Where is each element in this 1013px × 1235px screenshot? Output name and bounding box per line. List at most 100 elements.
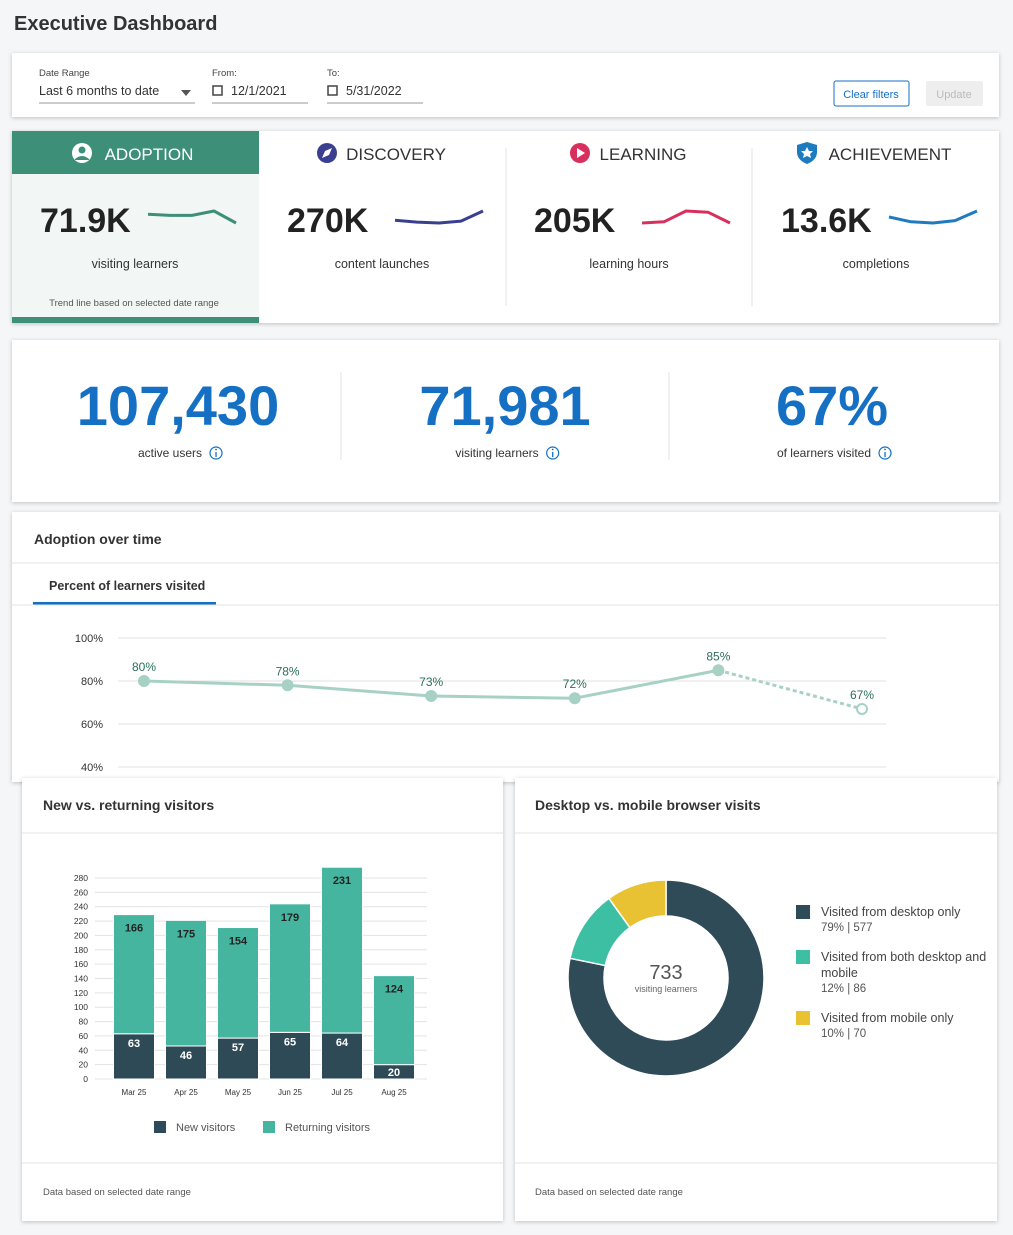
kpi-value: 107,430 (77, 374, 279, 437)
panel-title: Adoption over time (34, 531, 162, 547)
tab-name[interactable]: LEARNING (600, 145, 687, 164)
from-input[interactable]: 12/1/2021 (231, 84, 287, 98)
bar-label: 64 (336, 1037, 349, 1049)
y-tick-label: 100 (74, 1002, 88, 1012)
bar-segment (165, 1045, 207, 1080)
tab-name[interactable]: DISCOVERY (346, 145, 446, 164)
bar-segment (217, 1037, 259, 1080)
update-button-label[interactable]: Update (936, 89, 971, 101)
bar-segment (321, 866, 363, 1034)
y-tick-label: 20 (79, 1060, 89, 1070)
info-circle[interactable] (546, 446, 560, 460)
point (425, 690, 438, 703)
bar-label: 46 (180, 1050, 192, 1062)
bar-segment (269, 903, 311, 1033)
line-segment (431, 694, 575, 700)
bar-label: 124 (385, 984, 404, 996)
bar-label: 179 (281, 912, 299, 924)
to-input[interactable]: 5/31/2022 (346, 84, 402, 98)
donut-slice (607, 879, 667, 929)
line-segment-dashed (718, 668, 863, 711)
bar-label: 231 (333, 875, 351, 887)
tab-contents: ADOPTION 71.9K visiting learners DISCOVERY 2… (40, 145, 978, 271)
tab-note: Trend line based on selected date range (49, 298, 219, 309)
kpi-panel (12, 340, 999, 502)
point (712, 664, 725, 677)
y-tick-label: 180 (74, 945, 88, 955)
to-label: To: (327, 68, 340, 79)
x-tick-label: Aug 25 (381, 1088, 407, 1097)
y-tick-label: 40 (79, 1045, 89, 1055)
legend-item: Visited from mobile only 10% | 70 (821, 1010, 991, 1042)
panel-note: Data based on selected date range (535, 1187, 683, 1198)
tab-value: 13.6K (781, 202, 872, 240)
panel-title: New vs. returning visitors (43, 797, 214, 813)
info-icon[interactable] (209, 446, 223, 460)
achievement-icon (797, 142, 817, 164)
tab-value: 270K (287, 202, 369, 240)
y-tick-label: 200 (74, 930, 88, 940)
tab-caption: content launches (335, 257, 430, 271)
tab-name[interactable]: ACHIEVEMENT (829, 145, 952, 164)
active-tab-bar (12, 317, 259, 323)
bar-segment (217, 927, 259, 1039)
kpi-value: 71,981 (419, 374, 590, 437)
point-label: 73% (419, 675, 443, 689)
y-tick-label: 40% (81, 762, 103, 774)
y-tick-label: 280 (74, 873, 88, 883)
visitors-panel (22, 778, 503, 1221)
y-tick-label: 120 (74, 988, 88, 998)
bar-segment (113, 1033, 155, 1080)
point-label: 72% (563, 677, 587, 691)
info-icon[interactable] (878, 446, 892, 460)
clear-button-label[interactable]: Clear filters (843, 89, 899, 101)
legend-text: Visited from mobile only 10% | 70 (821, 1010, 991, 1042)
calendar-icon[interactable] (212, 85, 223, 96)
info-circle[interactable] (878, 446, 892, 460)
tab-name[interactable]: ADOPTION (105, 145, 194, 164)
calendar-icon[interactable] (327, 85, 338, 96)
legend-label: Visited from both desktop and mobile (821, 950, 987, 980)
tab-value: 71.9K (40, 202, 131, 240)
legend-swatch (796, 950, 810, 964)
bar-segment (373, 975, 415, 1066)
legend-swatch (796, 905, 810, 919)
legend-item: Visited from both desktop and mobile 12% … (821, 950, 987, 995)
point-label: 67% (850, 688, 874, 702)
y-tick-label: 80% (81, 676, 103, 688)
info-dot[interactable] (215, 448, 217, 451)
bar-label: 57 (232, 1042, 244, 1054)
bar-chart: 0 20 40 60 80 100 120 140 160 180 200 220 240 260 280 M… (74, 866, 427, 1134)
active-tab-header[interactable] (12, 131, 259, 174)
kpi-value: 67% (776, 374, 888, 437)
from-label: From: (212, 68, 237, 79)
info-dot[interactable] (551, 448, 554, 451)
bar-label: 154 (229, 936, 248, 948)
bar-label: 20 (388, 1067, 400, 1079)
info-icon[interactable] (546, 446, 560, 460)
point (138, 675, 150, 687)
line-segment (574, 668, 719, 700)
legend-value: 79% | 577 (821, 922, 873, 934)
clear-button[interactable] (833, 80, 910, 107)
date-range-select[interactable]: Last 6 months to date (39, 84, 159, 98)
y-tick-label: 100% (75, 633, 103, 645)
x-tick-label: Mar 25 (122, 1088, 147, 1097)
kpi-caption: of learners visited (777, 446, 871, 460)
bar-segment (113, 914, 155, 1035)
info-circle[interactable] (209, 446, 223, 460)
update-button[interactable] (926, 81, 983, 106)
bar-label: 63 (128, 1038, 140, 1050)
bar-label: 65 (284, 1036, 296, 1048)
kpi-caption: visiting learners (455, 446, 538, 460)
dropdown-arrow[interactable] (181, 90, 191, 96)
y-tick-label: 220 (74, 916, 88, 926)
info-dot[interactable] (884, 448, 886, 451)
y-tick-label: 160 (74, 959, 88, 969)
chart-tab[interactable]: Percent of learners visited (49, 579, 205, 593)
x-tick-label: Apr 25 (174, 1088, 198, 1097)
sparkline (147, 209, 237, 225)
legend-item: Visited from desktop only 79% | 577 (821, 905, 960, 934)
legend-label: Visited from mobile only (821, 1011, 954, 1025)
page-title: Executive Dashboard (14, 13, 217, 35)
